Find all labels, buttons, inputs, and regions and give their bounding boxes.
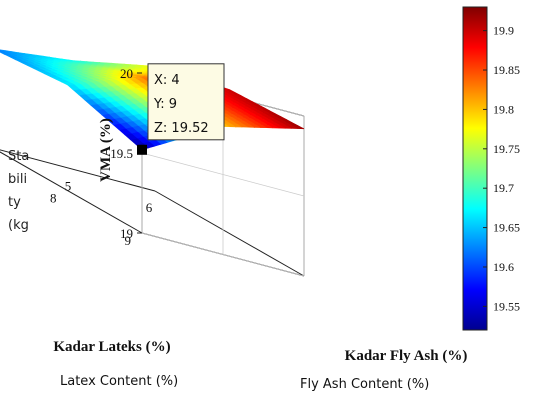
colorbar-strip (462, 6, 488, 331)
latex-caption: Latex Content (%) (60, 374, 179, 389)
datatip-box[interactable] (147, 63, 225, 141)
datatip-z-text: Z: 19.52 (154, 121, 209, 136)
z-tick-label: 19.5 (110, 146, 133, 161)
z-axis-label: VMA (%) (98, 118, 114, 182)
x-axis-line (0, 149, 156, 192)
colorbar-tick-label: 19.75 (493, 142, 520, 156)
x-tick-label: 6 (146, 200, 153, 215)
y-axis-label: Kadar Lateks (%) (53, 339, 170, 355)
datatip-y-text: Y: 9 (153, 97, 177, 112)
colorbar-tick-label: 19.9 (493, 24, 514, 38)
colorbar-tick-label: 19.85 (493, 63, 520, 77)
stability-label-line: bili (8, 172, 28, 187)
colorbar-tick-label: 19.55 (493, 299, 520, 313)
z-tick-label: 19 (120, 226, 133, 241)
x-tick-label: 5 (65, 179, 72, 194)
datatip-x-text: X: 4 (154, 73, 180, 88)
floor-edge-right (154, 190, 305, 277)
datatip-marker-group (137, 144, 147, 155)
datatip[interactable]: X: 4 Y: 9 Z: 19.52 (147, 63, 225, 141)
grid-line (141, 232, 305, 277)
stability-label-line: (kg (8, 218, 29, 233)
stability-label-line: Sta (8, 149, 30, 164)
y-tick-label: 8 (50, 191, 57, 206)
colorbar-tick-label: 19.65 (493, 221, 520, 235)
colorbar: 19.55 19.6 19.65 19.7 19.75 19.8 19.85 19.9 (462, 6, 520, 331)
surface-patch (0, 49, 6, 53)
colorbar-tick-label: 19.7 (493, 181, 514, 195)
datatip-marker (137, 144, 147, 155)
floor-edge-left (0, 151, 143, 234)
colorbar-tick-label: 19.6 (493, 260, 514, 274)
z-tick-label: 20 (120, 66, 133, 81)
x-axis-label: Kadar Fly Ash (%) (345, 348, 468, 364)
flyash-caption: Fly Ash Content (%) (300, 377, 430, 392)
stability-label-line: ty (8, 195, 21, 210)
grid-line (141, 152, 305, 197)
y-tick-label: 9 (125, 233, 132, 248)
colorbar-tick-label: 19.8 (493, 102, 514, 116)
